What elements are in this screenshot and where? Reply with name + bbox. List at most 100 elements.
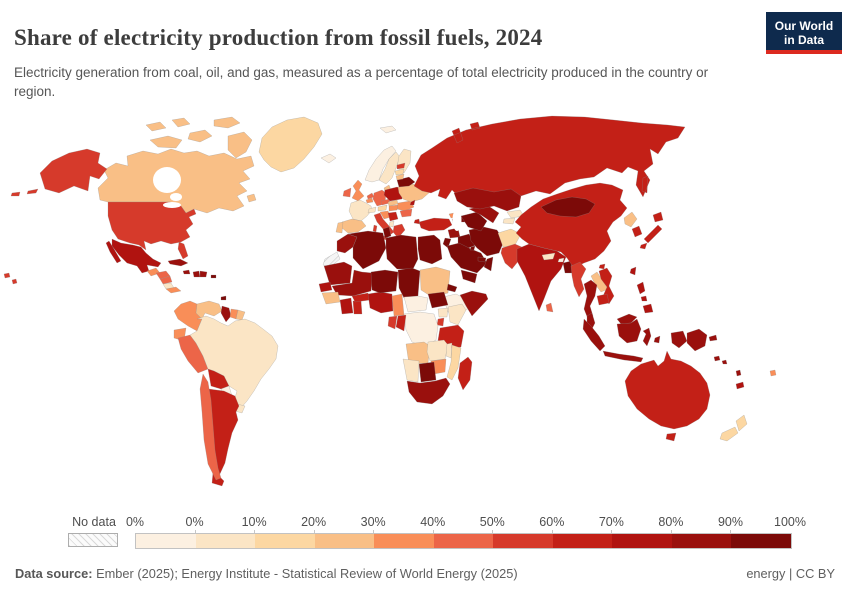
country-algeria[interactable] <box>347 230 387 270</box>
country-moldova[interactable] <box>409 199 416 206</box>
country-portugal[interactable] <box>335 221 344 234</box>
legend-segment[interactable] <box>552 534 613 548</box>
country-guinea[interactable] <box>321 291 341 305</box>
country-namibia[interactable] <box>402 358 420 383</box>
country-venezuela[interactable] <box>195 300 223 320</box>
country-iceland[interactable] <box>320 153 337 164</box>
country-indonesia[interactable] <box>582 318 688 363</box>
country-fiji[interactable] <box>769 369 777 377</box>
country-sudan[interactable] <box>419 266 451 298</box>
country-greenland[interactable] <box>258 116 323 173</box>
legend-segment[interactable] <box>255 534 315 548</box>
country-nicaragua[interactable] <box>159 275 173 285</box>
country-estonia[interactable] <box>396 162 406 170</box>
country-ivory-coast[interactable] <box>339 297 354 315</box>
country-chad[interactable] <box>397 267 421 299</box>
country-bhutan[interactable] <box>557 257 565 263</box>
country-myanmar[interactable] <box>570 261 587 298</box>
country-united-arab-emirates[interactable] <box>477 256 487 263</box>
country-afghanistan[interactable] <box>497 228 522 248</box>
country-central-african-republic[interactable] <box>403 295 429 313</box>
country-turkmenistan[interactable] <box>460 211 488 232</box>
country-ghana[interactable] <box>352 299 363 315</box>
country-vanuatu[interactable] <box>735 369 742 377</box>
country-north-korea[interactable] <box>623 211 638 228</box>
country-panama[interactable] <box>165 286 182 294</box>
country-south-sudan[interactable] <box>427 291 449 309</box>
country-india[interactable] <box>516 243 567 312</box>
country-new-caledonia[interactable] <box>735 381 745 390</box>
country-lithuania[interactable] <box>395 173 405 181</box>
country-south-africa[interactable] <box>406 377 451 405</box>
country-somalia[interactable] <box>459 290 489 317</box>
country-uganda[interactable] <box>437 307 449 318</box>
country-mauritania[interactable] <box>323 261 353 286</box>
country-egypt[interactable] <box>417 234 443 265</box>
country-ireland[interactable] <box>342 187 352 198</box>
country-papua-new-guinea[interactable] <box>686 328 718 352</box>
country-serbia[interactable] <box>387 211 399 222</box>
country-cameroon[interactable] <box>391 293 405 317</box>
country-solomon-islands[interactable] <box>713 355 728 365</box>
country-south-korea[interactable] <box>631 225 643 238</box>
country-niger[interactable] <box>370 269 399 294</box>
country-kenya[interactable] <box>447 303 467 326</box>
legend-segment[interactable] <box>195 534 256 548</box>
country-kazakhstan[interactable] <box>453 187 522 212</box>
country-western-sahara[interactable] <box>322 251 341 268</box>
country-chile[interactable] <box>199 373 222 481</box>
country-new-zealand[interactable] <box>719 414 748 442</box>
legend-no-data-swatch[interactable] <box>68 533 118 547</box>
country-norway[interactable] <box>364 125 397 183</box>
country-vietnam[interactable] <box>598 267 615 305</box>
country-mongolia[interactable] <box>540 196 596 218</box>
country-canada[interactable] <box>97 116 257 214</box>
legend-segment[interactable] <box>374 534 434 548</box>
owid-logo[interactable]: Our World in Data <box>766 12 842 54</box>
country-mozambique[interactable] <box>446 344 462 381</box>
country-switzerland[interactable] <box>367 206 377 214</box>
country-albania[interactable] <box>388 220 395 228</box>
legend-segment[interactable] <box>612 534 672 548</box>
country-rwanda[interactable] <box>436 317 445 327</box>
country-yemen[interactable] <box>460 269 478 284</box>
country-austria[interactable] <box>377 204 388 212</box>
country-oman[interactable] <box>483 256 494 272</box>
country-turkey[interactable] <box>413 217 453 232</box>
country-brazil[interactable] <box>189 315 279 410</box>
country-australia[interactable] <box>624 350 711 442</box>
country-tunisia[interactable] <box>382 226 392 239</box>
country-botswana[interactable] <box>418 361 437 383</box>
country-guyana[interactable] <box>220 305 232 323</box>
country-libya[interactable] <box>385 234 419 270</box>
country-senegal[interactable] <box>318 281 333 293</box>
country-puerto-rico[interactable] <box>210 274 217 279</box>
country-kuwait[interactable] <box>469 245 476 251</box>
legend-segment[interactable] <box>136 534 196 548</box>
country-haiti[interactable] <box>192 270 201 278</box>
country-united-kingdom[interactable] <box>351 179 365 202</box>
country-romania[interactable] <box>396 200 415 212</box>
country-taiwan[interactable] <box>629 266 637 276</box>
legend-segment[interactable] <box>671 534 732 548</box>
country-belgium[interactable] <box>365 197 374 204</box>
country-cambodia[interactable] <box>596 293 610 306</box>
country-cuba[interactable] <box>167 258 189 267</box>
country-bulgaria[interactable] <box>399 208 413 218</box>
legend-segment[interactable] <box>731 534 792 548</box>
country-democratic-republic-of-congo[interactable] <box>403 311 439 348</box>
country-hungary[interactable] <box>388 204 399 212</box>
country-spain[interactable] <box>341 218 367 234</box>
country-poland[interactable] <box>383 186 404 202</box>
country-nepal[interactable] <box>541 252 556 261</box>
country-russia[interactable] <box>413 115 686 200</box>
country-united-states[interactable] <box>3 148 197 285</box>
country-iran[interactable] <box>468 226 505 257</box>
legend-segment[interactable] <box>314 534 375 548</box>
country-trinidad-and-tobago[interactable] <box>220 295 227 301</box>
country-congo[interactable] <box>395 314 407 332</box>
legend-segment[interactable] <box>433 534 494 548</box>
country-greece[interactable] <box>392 223 406 239</box>
legend-segment[interactable] <box>493 534 553 548</box>
country-philippines[interactable] <box>636 281 654 314</box>
